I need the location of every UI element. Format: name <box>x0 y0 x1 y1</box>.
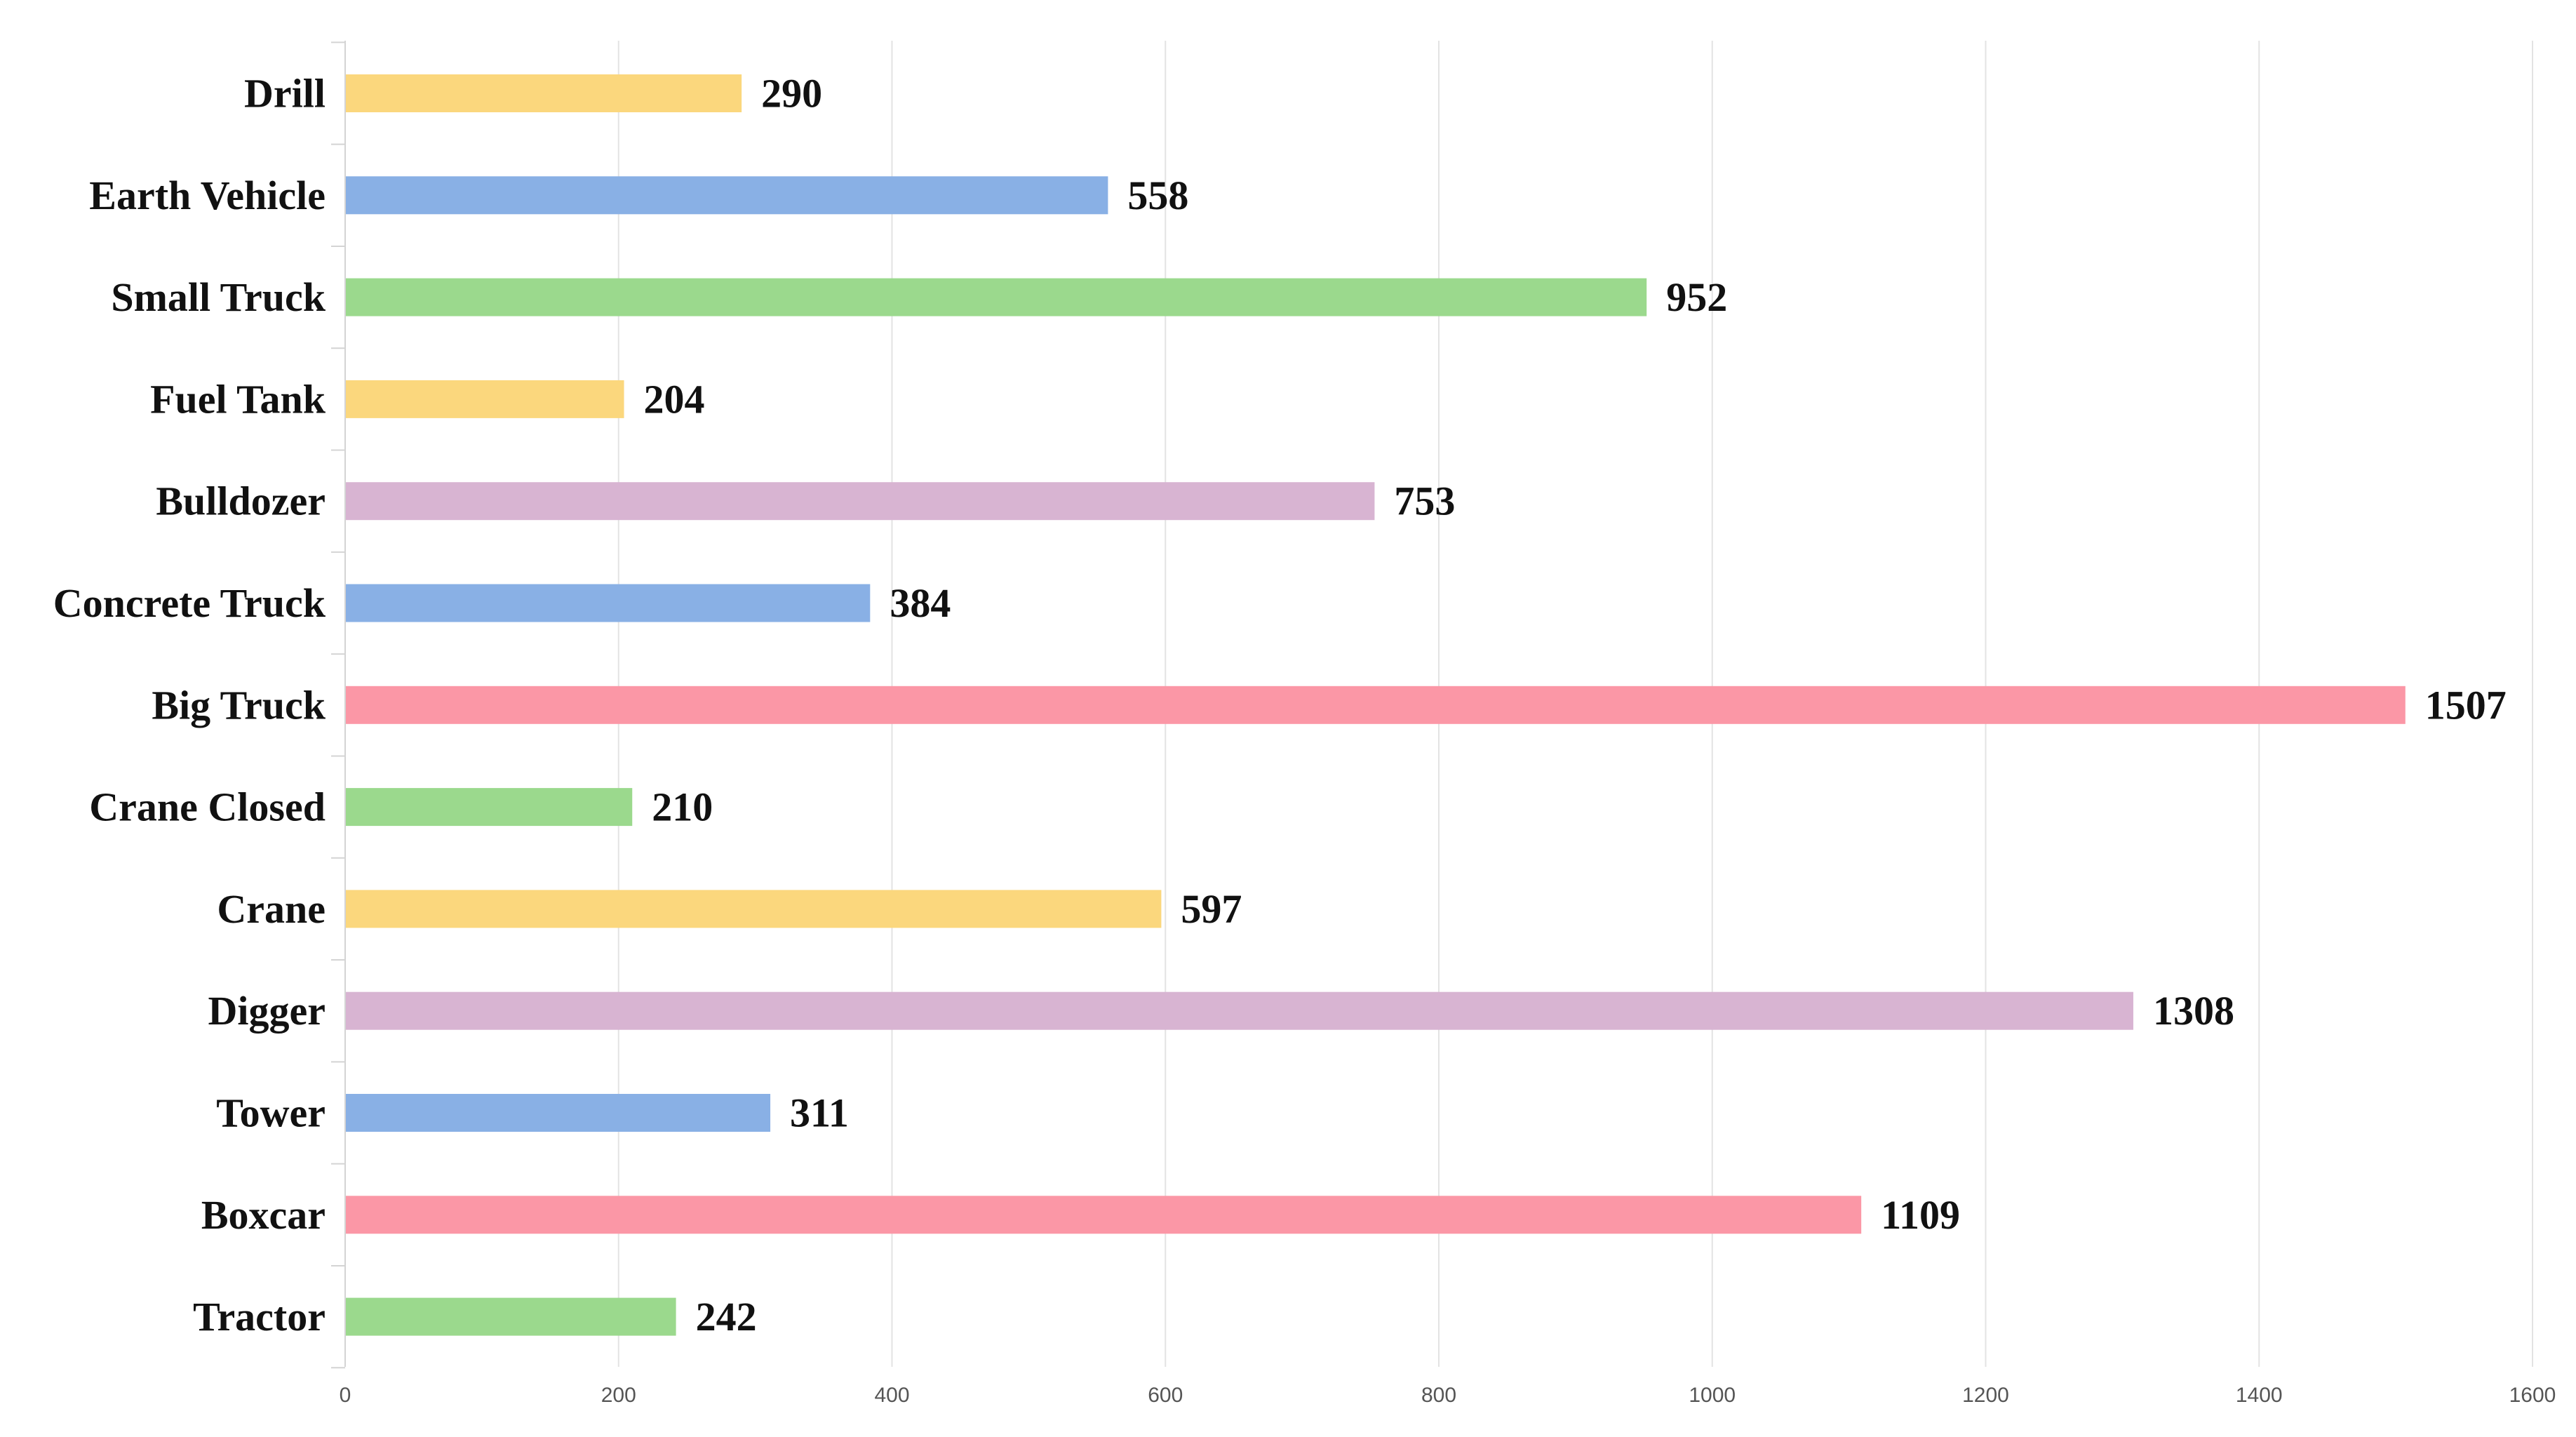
x-tick-label-1000: 1000 <box>1689 1384 1736 1407</box>
value-label-crane: 597 <box>1181 886 1242 932</box>
bar-tower <box>346 1094 771 1132</box>
bar-digger <box>346 991 2133 1030</box>
value-label-tower: 311 <box>790 1090 849 1136</box>
bar-small-truck <box>346 278 1647 316</box>
x-tick-label-200: 200 <box>601 1384 636 1407</box>
x-tick-label-400: 400 <box>874 1384 909 1407</box>
category-label-drill: Drill <box>244 71 326 116</box>
value-label-big-truck: 1507 <box>2425 682 2507 728</box>
label-layer: 0 200 400 600 800 1000 1200 1400 1600 Drill 290 Ear… <box>53 71 2556 1408</box>
bar-bulldozer <box>346 482 1375 521</box>
value-label-concrete-truck: 384 <box>890 580 951 626</box>
x-tick-label-0: 0 <box>340 1384 351 1407</box>
bar-boxcar <box>346 1196 1862 1234</box>
value-label-crane-closed: 210 <box>652 784 713 830</box>
category-label-bulldozer: Bulldozer <box>156 479 326 524</box>
bar-layer <box>346 74 2406 1336</box>
x-tick-label-1400: 1400 <box>2236 1384 2283 1407</box>
x-tick-label-800: 800 <box>1421 1384 1456 1407</box>
value-label-digger: 1308 <box>2153 988 2234 1034</box>
value-label-boxcar: 1109 <box>1881 1192 1960 1238</box>
bar-concrete-truck <box>346 584 871 622</box>
value-label-earth-vehicle: 558 <box>1127 173 1188 218</box>
category-label-fuel-tank: Fuel Tank <box>150 376 326 422</box>
category-label-crane: Crane <box>217 886 326 932</box>
category-label-concrete-truck: Concrete Truck <box>53 580 326 626</box>
category-label-tower: Tower <box>216 1090 326 1136</box>
value-label-small-truck: 952 <box>1666 274 1727 320</box>
value-label-tractor: 242 <box>696 1294 757 1339</box>
category-label-digger: Digger <box>208 988 326 1034</box>
bar-earth-vehicle <box>346 176 1108 215</box>
category-label-tractor: Tractor <box>193 1294 326 1339</box>
bar-crane-closed <box>346 788 633 827</box>
x-tick-label-600: 600 <box>1148 1384 1183 1407</box>
bar-fuel-tank <box>346 380 624 418</box>
bar-big-truck <box>346 686 2406 724</box>
value-label-fuel-tank: 204 <box>644 376 705 422</box>
bar-tractor <box>346 1297 676 1336</box>
axis-layer <box>331 41 346 1369</box>
category-label-earth-vehicle: Earth Vehicle <box>89 173 326 218</box>
category-label-small-truck: Small Truck <box>111 274 326 320</box>
x-tick-label-1200: 1200 <box>1962 1384 2009 1407</box>
bar-drill <box>346 74 742 112</box>
x-tick-label-1600: 1600 <box>2509 1384 2556 1407</box>
category-label-big-truck: Big Truck <box>152 682 326 728</box>
category-label-boxcar: Boxcar <box>201 1192 326 1238</box>
category-label-crane-closed: Crane Closed <box>89 784 326 830</box>
value-label-bulldozer: 753 <box>1394 479 1455 524</box>
value-label-drill: 290 <box>761 71 822 116</box>
bar-crane <box>346 890 1162 928</box>
